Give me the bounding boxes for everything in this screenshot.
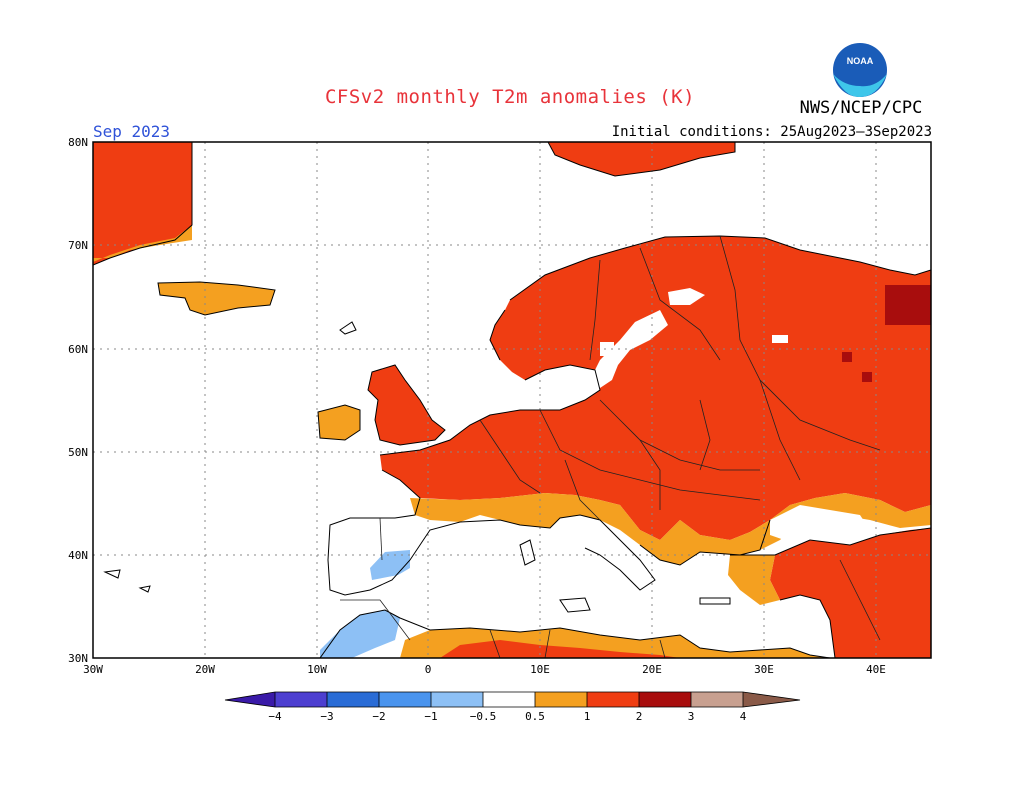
turkey-edge-anomaly (728, 555, 780, 605)
colorbar-bin-2-3 (639, 692, 691, 707)
colorbar-bin-neg2-neg1 (379, 692, 431, 707)
lon-label-10e: 10E (530, 663, 550, 676)
agency-label: NWS/NCEP/CPC (799, 98, 923, 118)
initial-conditions: Initial conditions: 25Aug2023–3Sep2023 (611, 124, 932, 140)
ireland-anomaly (318, 405, 360, 440)
finland-gap (668, 288, 705, 305)
colorbar-label-neg4: −4 (268, 710, 282, 723)
orkney-gap (600, 342, 614, 356)
colorbar-bin-1-2 (587, 692, 639, 707)
noaa-logo: NOAA (831, 41, 889, 99)
russia-strong-2 (842, 352, 852, 362)
colorbar-label-neg3: −3 (320, 710, 334, 723)
east-anomaly (770, 528, 931, 658)
russia-strong-1 (885, 285, 931, 325)
colorbar-arrow-left (225, 692, 275, 707)
iceland-anomaly (158, 282, 275, 315)
europe-main-anomaly (380, 236, 931, 540)
baltic-gap (590, 310, 668, 388)
lat-label-80n: 80N (68, 136, 88, 149)
colorbar-arrow-right (743, 692, 800, 707)
noaa-logo-text: NOAA (847, 56, 874, 66)
russia-strong-3 (862, 372, 872, 382)
anomaly-fields (93, 142, 931, 658)
colorbar-bin-neg4-neg3 (275, 692, 327, 707)
coastlines (93, 142, 931, 658)
lon-label-20w: 20W (195, 663, 215, 676)
colorbar-label-neg2: −2 (372, 710, 386, 723)
colorbar-bin-neutral (483, 692, 535, 707)
lon-label-40e: 40E (866, 663, 886, 676)
britain-anomaly (368, 365, 445, 445)
morocco-cool (320, 610, 400, 658)
greenland-anomaly (93, 142, 192, 265)
colorbar-label-2: 2 (635, 710, 643, 723)
map-title: CFSv2 monthly T2m anomalies (K) (324, 86, 696, 108)
forecast-period: Sep 2023 (93, 122, 171, 141)
lat-label-70n: 70N (68, 239, 88, 252)
iberia-cool-1 (370, 550, 410, 580)
russia-gap (772, 335, 788, 343)
north-africa-strong (440, 640, 680, 658)
lon-label-30e: 30E (754, 663, 774, 676)
colorbar-label-neg1: −1 (424, 710, 438, 723)
grid-lines (93, 142, 931, 658)
map-frame (92, 141, 932, 659)
lon-label-20e: 20E (642, 663, 662, 676)
lat-label-60n: 60N (68, 343, 88, 356)
colorbar-bin-05-1 (535, 692, 587, 707)
lon-label-0: 0 (424, 663, 432, 676)
lat-label-50n: 50N (68, 446, 88, 459)
lon-label-30w: 30W (83, 663, 103, 676)
svalbard-anomaly (548, 142, 735, 176)
colorbar-label-4: 4 (739, 710, 747, 723)
colorbar-bin-neg1-neg05 (431, 692, 483, 707)
lon-label-10w: 10W (307, 663, 327, 676)
lat-label-40n: 40N (68, 549, 88, 562)
country-borders (340, 235, 881, 658)
colorbar-label-3: 3 (687, 710, 695, 723)
greenland-edge (93, 225, 192, 262)
colorbar-bin-3-4 (691, 692, 743, 707)
lat-label-30n: 30N (68, 652, 88, 665)
colorbar-label-05: 0.5 (525, 710, 545, 723)
colorbar-label-neg05: −0.5 (469, 710, 497, 723)
colorbar-label-1: 1 (583, 710, 591, 723)
colorbar-bin-neg3-neg2 (327, 692, 379, 707)
black-sea-gap (770, 505, 870, 542)
